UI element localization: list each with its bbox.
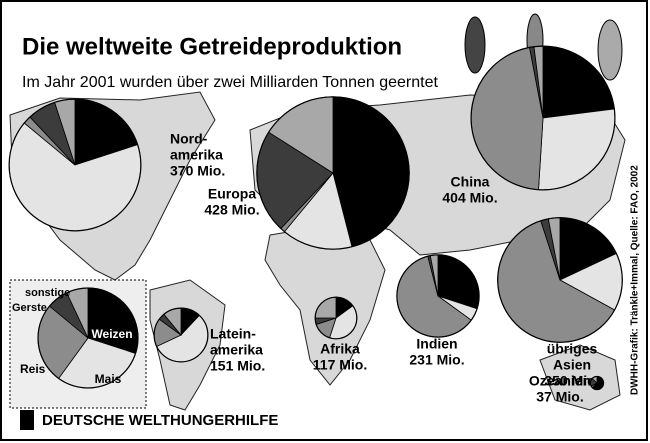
wheat-ear <box>464 16 486 74</box>
pie-outline <box>470 45 616 191</box>
pie-outline <box>37 287 139 389</box>
chart-subtitle: Im Jahr 2001 wurden über zwei Milliarden… <box>22 74 439 91</box>
logo <box>20 410 34 430</box>
region-name: Latein- <box>210 326 256 342</box>
footer: DEUTSCHE WELTHUNGERHILFE <box>42 412 278 429</box>
region-name: Afrika <box>320 341 360 357</box>
pie-outline <box>396 254 480 338</box>
chart-title: Die weltweite Getreideproduktion <box>22 33 402 60</box>
pie <box>256 96 410 250</box>
region-total: 404 Mio. <box>442 190 497 206</box>
legend-label: Weizen <box>91 327 132 341</box>
legend-label: sonstige <box>25 287 70 299</box>
region-total: 37 Mio. <box>536 389 583 405</box>
region-total: 231 Mio. <box>409 352 464 368</box>
region-name: Indien <box>416 336 457 352</box>
pie-outline <box>8 98 142 232</box>
region-name: amerika <box>210 342 263 358</box>
region-name: Ozeanien <box>529 373 591 389</box>
region-name: Nord- <box>170 131 208 147</box>
region-total: 370 Mio. <box>170 163 225 179</box>
region-name: China <box>451 174 490 190</box>
australia <box>539 344 621 411</box>
rice-ear <box>597 19 623 81</box>
region-total: 117 Mio. <box>313 357 367 373</box>
pie-outline <box>153 307 209 363</box>
pie <box>153 307 209 363</box>
pie-outline <box>497 217 623 343</box>
pie <box>314 296 358 340</box>
pie <box>497 217 623 343</box>
region-name: amerika <box>170 147 223 163</box>
legend-label: Gerste <box>12 302 47 314</box>
region-name: Europa <box>208 186 256 202</box>
region-name: übriges <box>547 341 598 357</box>
pie <box>470 45 616 191</box>
region-total: 151 Mio. <box>210 358 265 374</box>
pie-outline <box>256 96 410 250</box>
source: DWHH-Grafik: Tränkle+Immal, Quelle: FAO,… <box>630 165 641 395</box>
pie <box>396 254 480 338</box>
pie <box>8 98 142 232</box>
legend-label: Mais <box>95 372 122 386</box>
legend-label: Reis <box>20 362 46 376</box>
region-total: 428 Mio. <box>204 202 259 218</box>
region-name: Asien <box>553 357 591 373</box>
pie <box>589 375 605 391</box>
pie <box>37 287 139 389</box>
region-total: 350 Mio. <box>544 373 599 389</box>
pie-outline <box>314 296 358 340</box>
pie-outline <box>589 375 605 391</box>
